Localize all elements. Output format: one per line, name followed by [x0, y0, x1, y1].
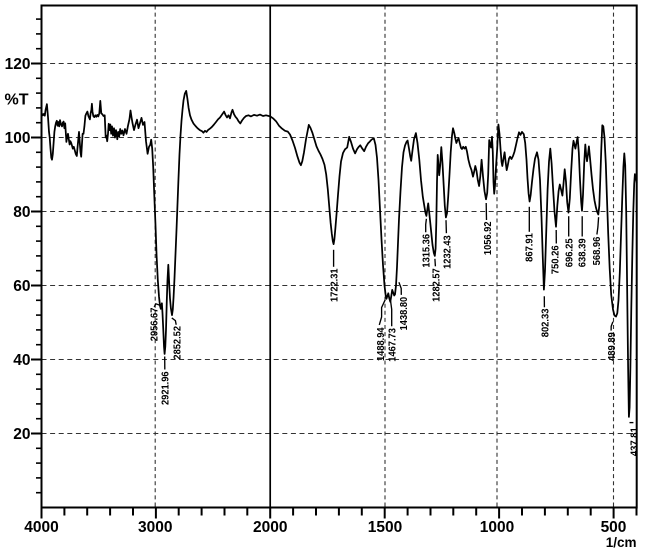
- svg-text:2956.67: 2956.67: [150, 307, 161, 341]
- svg-text:3000: 3000: [138, 519, 172, 536]
- svg-text:750.26: 750.26: [551, 245, 562, 274]
- svg-text:1232.43: 1232.43: [443, 235, 454, 269]
- svg-text:568.96: 568.96: [592, 236, 603, 265]
- svg-text:4000: 4000: [24, 519, 58, 536]
- svg-text:1488.94: 1488.94: [376, 327, 387, 361]
- svg-text:867.91: 867.91: [524, 233, 535, 262]
- svg-text:%T: %T: [5, 91, 29, 108]
- svg-text:1467.73: 1467.73: [388, 328, 399, 362]
- svg-text:80: 80: [13, 204, 30, 221]
- svg-text:1056.92: 1056.92: [483, 221, 494, 255]
- svg-text:437.81: 437.81: [630, 427, 641, 456]
- svg-text:1438.80: 1438.80: [399, 297, 410, 331]
- svg-text:802.33: 802.33: [540, 308, 551, 337]
- svg-text:40: 40: [13, 352, 30, 369]
- svg-text:60: 60: [13, 278, 30, 295]
- svg-text:1500: 1500: [368, 519, 402, 536]
- svg-text:2000: 2000: [253, 519, 287, 536]
- svg-text:20: 20: [13, 426, 30, 443]
- svg-text:489.89: 489.89: [607, 332, 618, 361]
- svg-text:500: 500: [601, 519, 627, 536]
- svg-text:638.39: 638.39: [578, 238, 589, 267]
- svg-text:2921.96: 2921.96: [161, 371, 172, 405]
- svg-text:1000: 1000: [480, 519, 514, 536]
- svg-text:1315.36: 1315.36: [421, 234, 432, 268]
- svg-text:120: 120: [5, 56, 31, 73]
- svg-text:1282.57: 1282.57: [432, 268, 443, 302]
- svg-text:2852.52: 2852.52: [172, 326, 183, 360]
- svg-text:1722.31: 1722.31: [329, 268, 340, 302]
- svg-text:696.25: 696.25: [564, 238, 575, 267]
- svg-text:1/cm: 1/cm: [606, 535, 637, 550]
- svg-text:100: 100: [5, 130, 31, 147]
